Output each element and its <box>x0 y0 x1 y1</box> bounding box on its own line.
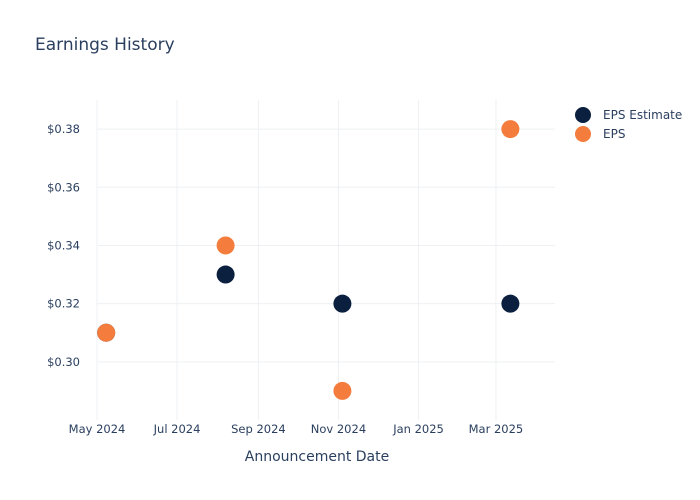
y-axis-ticks: $0.30 $0.32 $0.34 $0.36 $0.38 <box>47 122 80 369</box>
eps-estimate-point[interactable] <box>216 265 235 284</box>
eps-estimate-point[interactable] <box>333 294 352 313</box>
x-tick-label: Jan 2025 <box>392 422 444 436</box>
y-tick-label: $0.32 <box>47 297 80 311</box>
x-tick-label: May 2024 <box>69 422 126 436</box>
eps-point[interactable] <box>333 381 352 400</box>
y-tick-label: $0.36 <box>47 180 80 194</box>
x-tick-label: Sep 2024 <box>231 422 286 436</box>
data-points <box>97 120 520 400</box>
x-tick-label: Nov 2024 <box>311 422 366 436</box>
legend-label-eps[interactable]: EPS <box>603 127 625 141</box>
legend-label-eps-estimate[interactable]: EPS Estimate <box>603 108 682 122</box>
eps-point[interactable] <box>216 236 235 255</box>
x-tick-label: Jul 2024 <box>153 422 201 436</box>
y-tick-label: $0.30 <box>47 355 80 369</box>
x-axis-ticks: May 2024 Jul 2024 Sep 2024 Nov 2024 Jan 2025… <box>69 422 524 436</box>
eps-point[interactable] <box>501 120 520 139</box>
legend-marker-eps[interactable] <box>575 126 591 142</box>
x-axis-title: Announcement Date <box>245 449 389 465</box>
legend[interactable]: EPS Estimate EPS <box>575 107 682 142</box>
y-tick-label: $0.34 <box>47 238 80 252</box>
eps-point[interactable] <box>97 323 116 342</box>
y-tick-label: $0.38 <box>47 122 80 136</box>
x-tick-label: Mar 2025 <box>469 422 524 436</box>
legend-marker-eps-estimate[interactable] <box>575 107 591 123</box>
grid-layer <box>96 100 555 420</box>
eps-estimate-point[interactable] <box>501 294 520 313</box>
chart-title: Earnings History <box>35 35 175 55</box>
